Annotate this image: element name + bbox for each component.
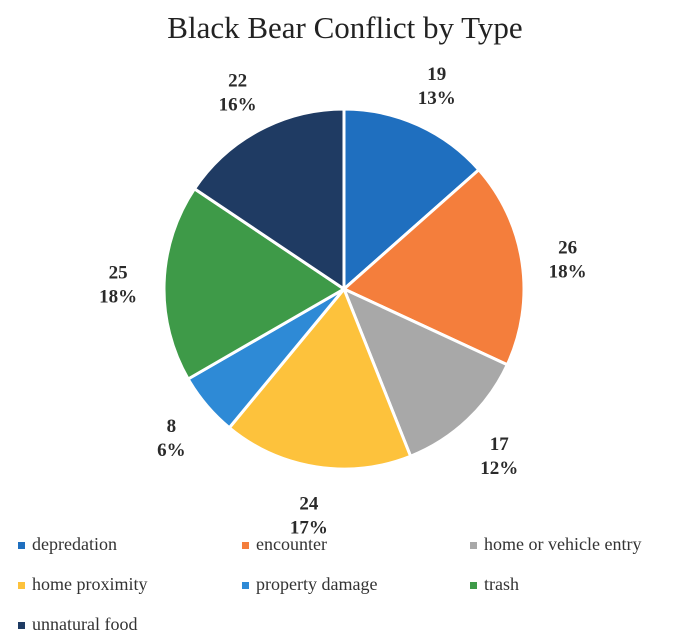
data-label-percent: 18%	[549, 261, 587, 282]
legend-swatch	[242, 582, 249, 589]
legend-swatch	[18, 582, 25, 589]
pie-slices	[162, 107, 526, 471]
chart-title: Black Bear Conflict by Type	[167, 10, 522, 45]
legend-swatch	[470, 542, 477, 549]
data-label-value: 22	[228, 71, 247, 92]
legend-label: property damage	[256, 574, 377, 594]
legend-item: unnatural food	[18, 614, 137, 634]
data-label-value: 19	[427, 64, 446, 85]
legend: depredation encounter home or vehicle entr…	[18, 534, 641, 634]
data-label-percent: 12%	[480, 458, 518, 479]
legend-swatch	[18, 542, 25, 549]
data-label-value: 26	[558, 237, 577, 258]
legend-label: unnatural food	[32, 614, 137, 634]
legend-label: home proximity	[32, 574, 148, 594]
legend-item: property damage	[242, 574, 377, 594]
data-label-percent: 13%	[418, 88, 456, 109]
legend-swatch	[470, 582, 477, 589]
pie-slice-trash	[162, 186, 347, 382]
data-label-percent: 6%	[157, 440, 186, 461]
data-label-value: 8	[167, 416, 177, 437]
data-label-percent: 16%	[219, 95, 257, 116]
data-labels: 19 13% 26 18% 17 12% 24 17% 8 6% 25 18% 22 16%	[99, 64, 587, 538]
pie-slice-unnatural-food	[192, 107, 346, 292]
legend-item: depredation	[18, 534, 117, 554]
data-label-value: 25	[109, 262, 128, 283]
legend-item: trash	[470, 574, 519, 594]
legend-label: depredation	[32, 534, 117, 554]
legend-item: encounter	[242, 534, 327, 554]
data-label-value: 24	[299, 493, 319, 514]
legend-label: home or vehicle entry	[484, 534, 641, 554]
legend-label: trash	[484, 574, 519, 594]
pie-slice-home-or-vehicle-entry	[341, 286, 510, 459]
data-label-percent: 17%	[290, 517, 328, 538]
pie-slice-home-proximity	[227, 286, 413, 471]
data-label-percent: 18%	[99, 286, 137, 307]
legend-swatch	[18, 622, 25, 629]
legend-swatch	[242, 542, 249, 549]
pie-slice-depredation	[342, 107, 481, 293]
legend-item: home or vehicle entry	[470, 534, 641, 554]
pie-slice-encounter	[341, 167, 526, 367]
data-label-value: 17	[490, 434, 510, 455]
legend-label: encounter	[256, 534, 327, 554]
legend-item: home proximity	[18, 574, 148, 594]
